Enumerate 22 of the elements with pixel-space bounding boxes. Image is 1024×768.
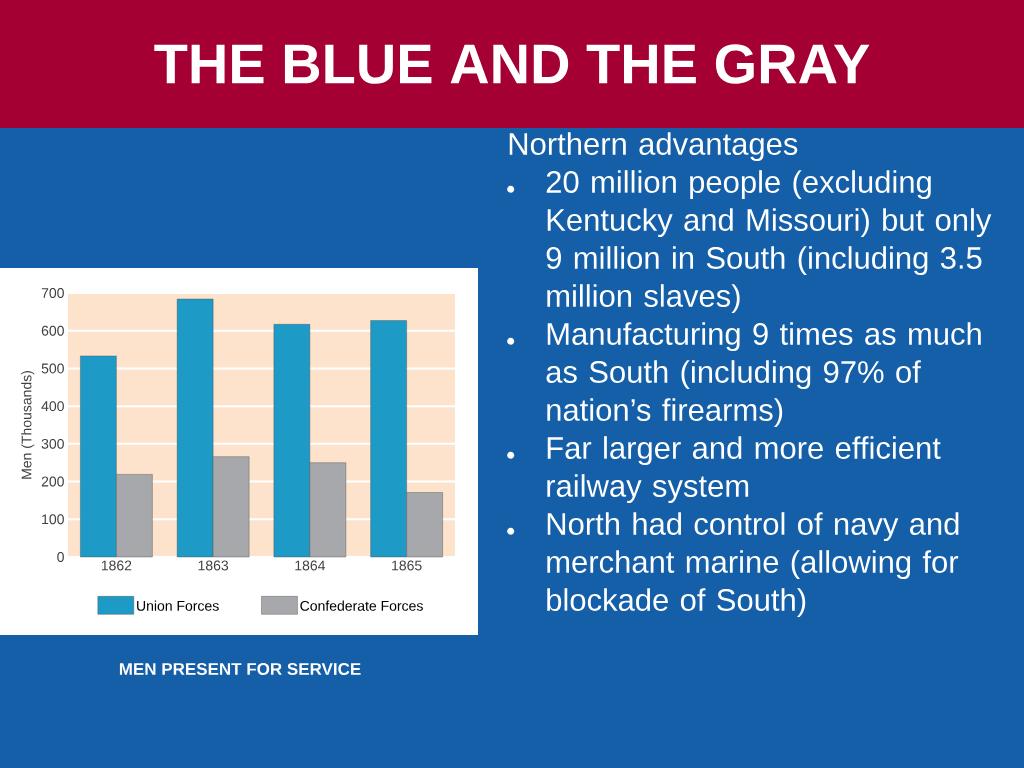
x-tick-label: 1864	[295, 560, 326, 571]
y-axis-title: Men (Thousands)	[21, 371, 35, 479]
y-tick-label: 400	[41, 401, 64, 412]
y-tick-label: 700	[41, 288, 64, 298]
text: North had control of navy and merchant marine (allowing for blockade of South)	[547, 512, 959, 618]
x-tick-label: 1865	[392, 560, 422, 571]
text: Manufacturing 9 times as much as South (including 97% of nation’s firearms)	[546, 322, 981, 428]
x-tick-label: 1863	[198, 560, 229, 571]
legend-label: Union Forces	[137, 600, 219, 611]
text: Northern advantages	[509, 132, 798, 162]
y-tick-label: 100	[42, 514, 64, 525]
y-tick-label: 0	[57, 552, 64, 562]
y-tick-label: 600	[41, 325, 64, 336]
chart-title: THE BLUE AND THE GRAY	[154, 44, 870, 84]
text: MEN PRESENT FOR SERVICE	[119, 662, 361, 676]
legend-label: Confederate Forces	[300, 600, 423, 611]
text: Far larger and more efficient railway system	[547, 436, 941, 504]
x-tick-label: 1862	[101, 560, 132, 571]
y-tick-label: 500	[41, 363, 64, 374]
text: 20 million people (excluding Kentucky and Missouri) but only 9 million in South (including 3.5 million slaves)	[546, 170, 992, 314]
y-tick-label: 200	[41, 476, 64, 487]
y-tick-label: 300	[41, 438, 64, 449]
